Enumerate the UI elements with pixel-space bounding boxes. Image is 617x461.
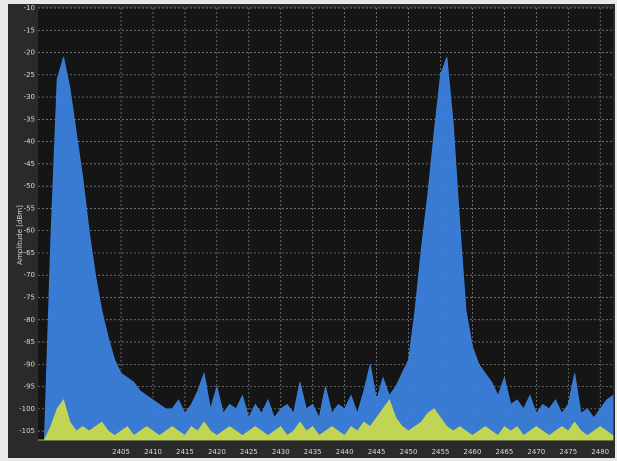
y-tick-label: -95 bbox=[24, 383, 35, 391]
x-tick-label: 2435 bbox=[304, 448, 322, 456]
x-tick-label: 2480 bbox=[591, 448, 609, 456]
x-tick-label: 2470 bbox=[527, 448, 545, 456]
y-tick-label: -15 bbox=[24, 26, 35, 34]
y-tick-label: -30 bbox=[24, 93, 35, 101]
y-tick-label: -40 bbox=[24, 138, 35, 146]
x-tick-label: 2430 bbox=[272, 448, 290, 456]
x-tick-label: 2465 bbox=[495, 448, 513, 456]
x-tick-label: 2450 bbox=[400, 448, 418, 456]
x-tick-label: 2405 bbox=[112, 448, 130, 456]
x-tick-label: 2425 bbox=[240, 448, 258, 456]
y-tick-label: -20 bbox=[24, 49, 35, 57]
y-tick-label: -10 bbox=[24, 4, 35, 12]
x-tick-label: 2460 bbox=[464, 448, 482, 456]
chart: Amplitude [dBm] -10-15-20-25-30-35-40-45… bbox=[0, 0, 617, 461]
y-tick-label: -45 bbox=[24, 160, 35, 168]
y-tick-label: -50 bbox=[24, 182, 35, 190]
y-tick-label: -85 bbox=[24, 338, 35, 346]
y-tick-label: -105 bbox=[19, 427, 35, 435]
x-tick-label: 2475 bbox=[559, 448, 577, 456]
x-tick-label: 2410 bbox=[144, 448, 162, 456]
x-tick-label: 2420 bbox=[208, 448, 226, 456]
y-tick-label: -35 bbox=[24, 115, 35, 123]
y-tick-label: -55 bbox=[24, 204, 35, 212]
y-tick-label: -60 bbox=[24, 227, 35, 235]
y-tick-label: -75 bbox=[24, 293, 35, 301]
y-tick-label: -80 bbox=[24, 316, 35, 324]
x-tick-label: 2455 bbox=[432, 448, 450, 456]
y-tick-label: -65 bbox=[24, 249, 35, 257]
page: {"chart_data": { "type": "area", "y_labe… bbox=[0, 0, 617, 461]
y-tick-label: -90 bbox=[24, 360, 35, 368]
x-tick-label: 2440 bbox=[336, 448, 354, 456]
y-tick-label: -70 bbox=[24, 271, 35, 279]
y-tick-label: -100 bbox=[19, 405, 35, 413]
y-tick-label: -25 bbox=[24, 71, 35, 79]
x-tick-label: 2445 bbox=[368, 448, 386, 456]
x-tick-label: 2415 bbox=[176, 448, 194, 456]
